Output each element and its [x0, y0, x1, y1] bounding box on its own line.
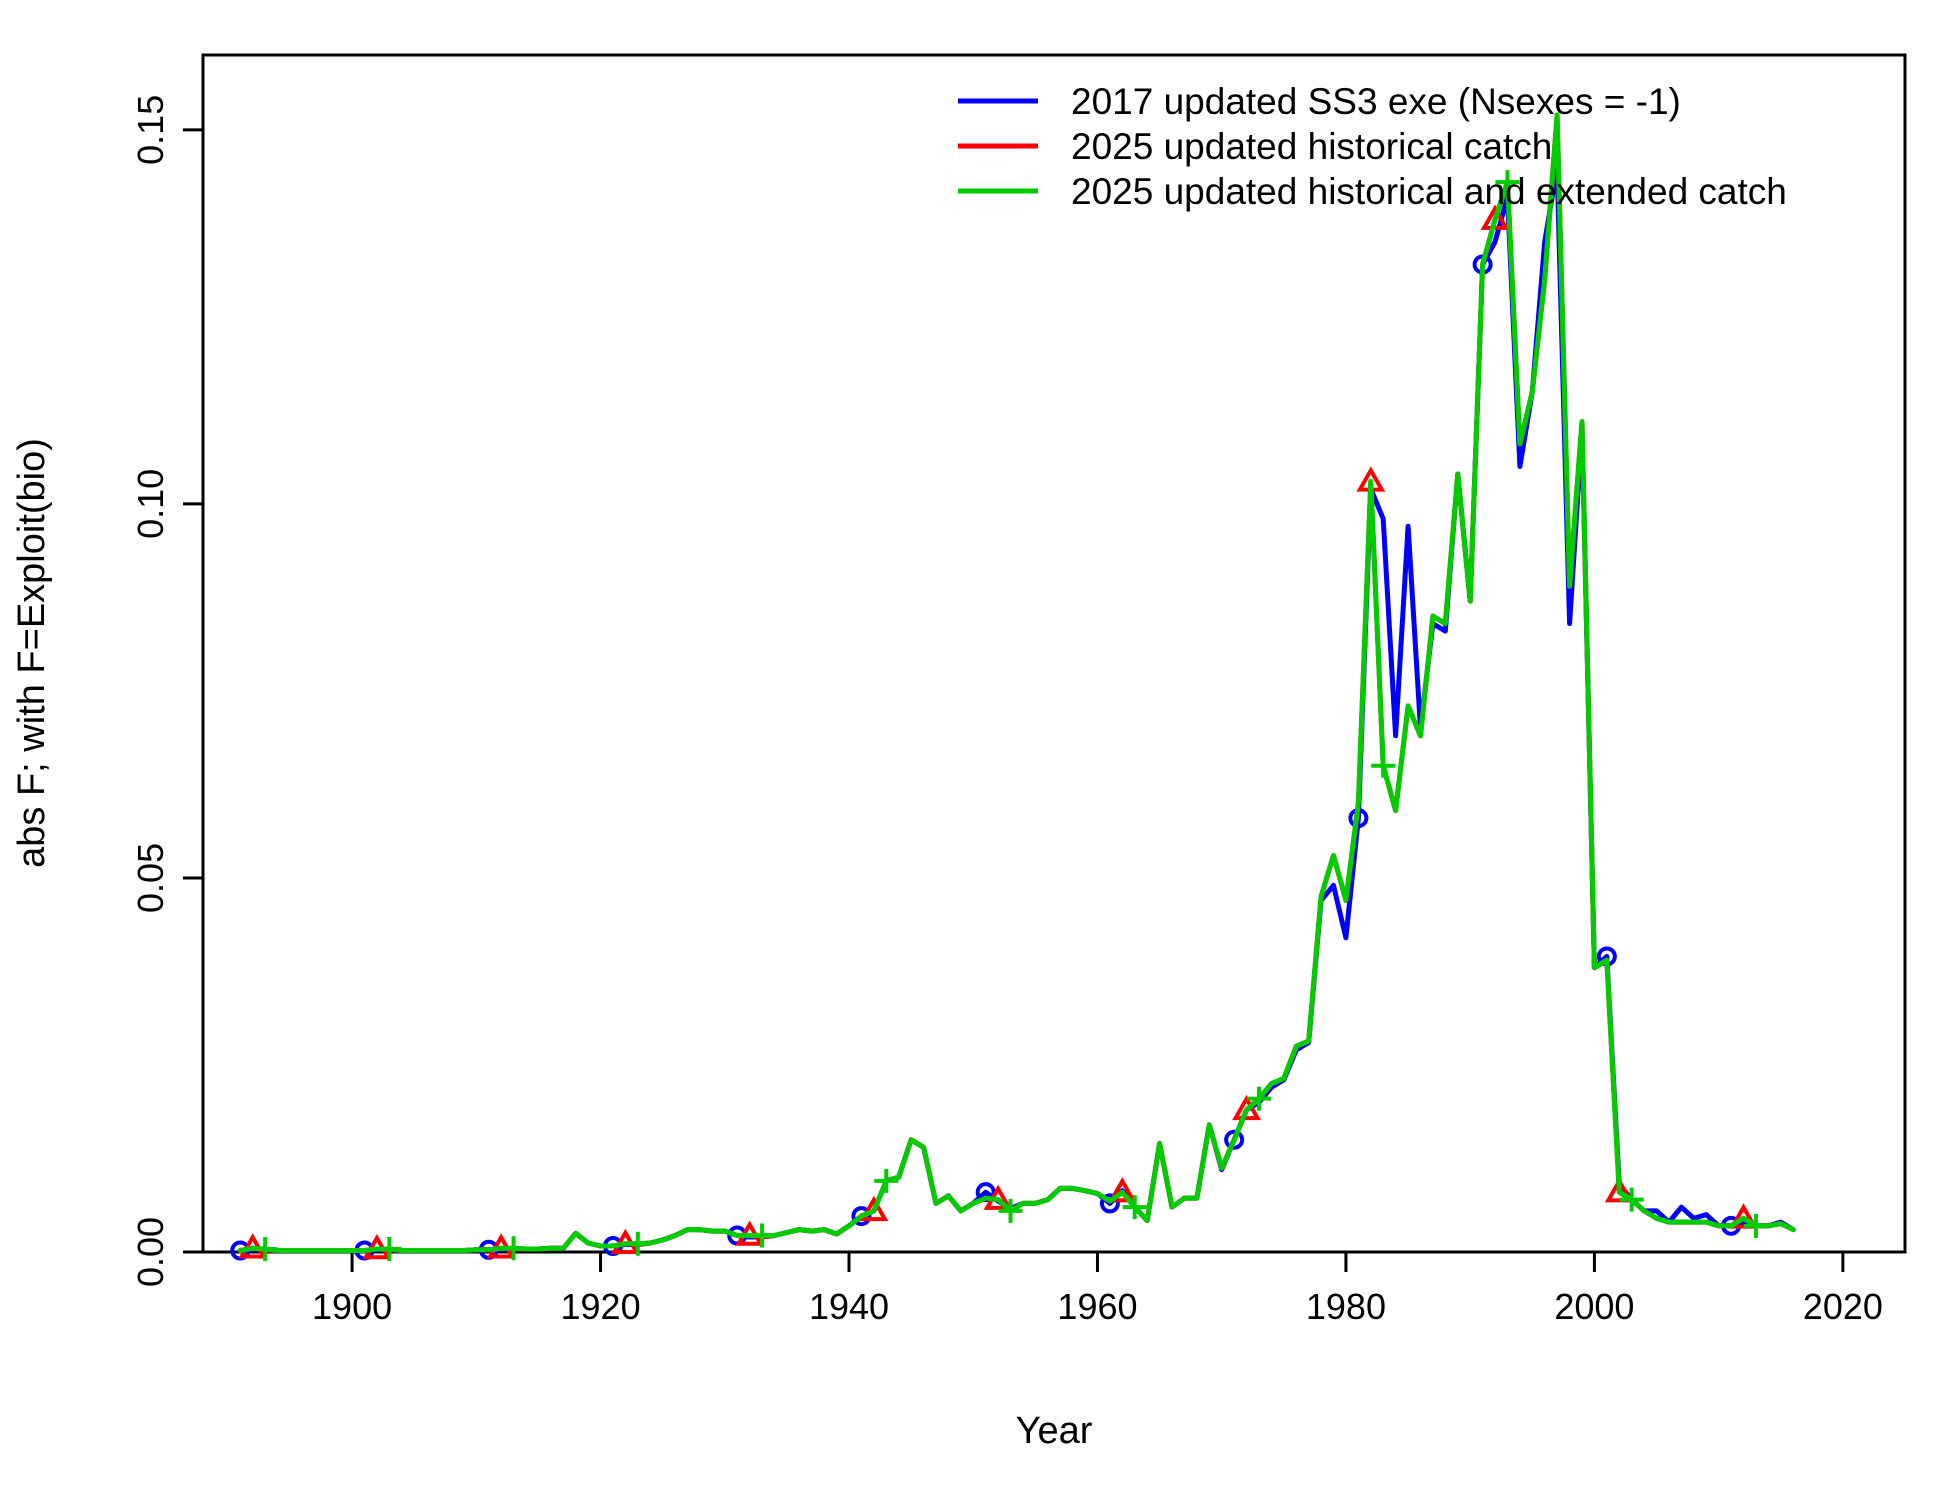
- series-marker-triangle: [1232, 1094, 1262, 1121]
- series-line: [237, 112, 1796, 1253]
- x-axis: 1900 1920 1940 1960 1980 2000 2020: [312, 1250, 1883, 1327]
- series-marker-plus: [1122, 1195, 1147, 1220]
- x-tick-label: 1980: [1306, 1286, 1386, 1327]
- y-tick-label: 0.15: [130, 95, 171, 165]
- x-tick-label: 1920: [561, 1286, 641, 1327]
- series-marker-plus: [998, 1198, 1023, 1223]
- series-marker-plus: [253, 1237, 278, 1262]
- series-marker-circle: [1099, 1193, 1120, 1214]
- series-line: [237, 164, 1796, 1253]
- legend-label: 2017 updated SS3 exe (Nsexes = -1): [1071, 81, 1681, 122]
- series-marker-triangle: [1729, 1203, 1758, 1229]
- series-marker-plus: [874, 1168, 899, 1193]
- y-tick-label: 0.00: [130, 1217, 171, 1287]
- y-axis: 0.00 0.05 0.10 0.15: [130, 95, 205, 1287]
- x-tick-label: 1960: [1057, 1286, 1137, 1327]
- x-tick-label: 2020: [1803, 1286, 1883, 1327]
- y-tick-label: 0.05: [130, 843, 171, 913]
- series-marker-circle: [1224, 1129, 1245, 1150]
- series-marker-plus: [1495, 170, 1520, 195]
- series-1: [230, 164, 1796, 1261]
- series-marker-plus: [750, 1223, 775, 1248]
- y-axis-title: abs F; with F=Exploit(bio): [11, 438, 53, 868]
- series-marker-plus: [501, 1236, 526, 1261]
- series-marker-plus: [1619, 1187, 1644, 1212]
- series-marker-triangle: [859, 1195, 889, 1222]
- series-marker-circle: [851, 1206, 872, 1227]
- series-marker-triangle: [1604, 1177, 1634, 1203]
- series-marker-plus: [1743, 1213, 1768, 1238]
- x-tick-label: 1900: [312, 1286, 392, 1327]
- series-3: [237, 112, 1796, 1262]
- plot-frame: [201, 53, 1907, 1254]
- legend-label: 2025 updated historical and extended cat…: [1071, 171, 1787, 212]
- x-axis-title: Year: [1016, 1410, 1093, 1452]
- series-marker-plus: [377, 1237, 402, 1262]
- y-tick-label: 0.10: [130, 469, 171, 539]
- series-layer: [230, 112, 1796, 1262]
- x-tick-label: 1940: [809, 1286, 889, 1327]
- series-marker-plus: [1246, 1086, 1271, 1111]
- x-tick-label: 2000: [1554, 1286, 1634, 1327]
- legend: 2017 updated SS3 exe (Nsexes = -1)2025 u…: [958, 81, 1787, 212]
- series-marker-plus: [1371, 753, 1396, 778]
- series-marker-plus: [625, 1231, 650, 1256]
- legend-label: 2025 updated historical catch: [1071, 126, 1552, 167]
- series-marker-triangle: [1107, 1177, 1137, 1203]
